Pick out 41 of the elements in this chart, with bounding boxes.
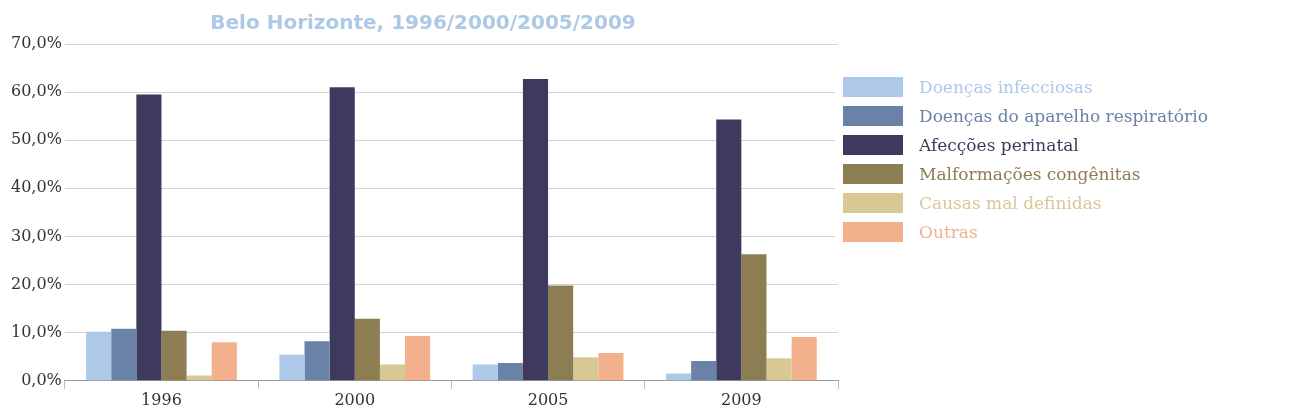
- bar: [304, 341, 330, 381]
- bar: [86, 331, 112, 381]
- y-tick-label: 30,0%: [11, 225, 62, 245]
- legend-label: Malformações congênitas: [919, 163, 1141, 184]
- bar: [766, 358, 792, 381]
- bar: [211, 342, 237, 381]
- legend-label: Afecções perinatal: [919, 134, 1079, 155]
- bar: [522, 79, 549, 381]
- bar: [472, 364, 498, 381]
- y-tick-label: 10,0%: [11, 321, 62, 341]
- bar: [573, 357, 599, 381]
- bar: [548, 285, 574, 381]
- bar: [741, 254, 767, 381]
- x-tick-label: 1996: [141, 389, 182, 409]
- x-tick-label: 2000: [334, 389, 376, 409]
- chart-title: Belo Horizonte, 1996/2000/2005/2009: [210, 10, 636, 35]
- bar: [136, 94, 162, 381]
- x-tick-label: 2009: [720, 389, 762, 409]
- y-tick-label: 70,0%: [11, 33, 62, 53]
- y-tick-label: 0,0%: [21, 369, 62, 389]
- y-tick-label: 60,0%: [11, 81, 62, 101]
- y-tick-label: 50,0%: [11, 129, 62, 149]
- legend-label: Causas mal definidas: [919, 192, 1102, 213]
- bar: [691, 361, 717, 381]
- legend-label: Doenças do aparelho respiratório: [919, 105, 1208, 126]
- bar: [329, 87, 355, 381]
- bar: [497, 363, 523, 381]
- bar: [791, 337, 817, 381]
- bar: [354, 318, 380, 381]
- legend-label: Doenças infecciosas: [919, 76, 1093, 97]
- bar: [379, 364, 406, 381]
- x-tick-label: 2005: [527, 389, 569, 409]
- bar: [598, 352, 624, 381]
- bar: [111, 328, 137, 381]
- bar: [279, 354, 305, 381]
- y-tick-label: 20,0%: [11, 273, 62, 293]
- legend-label: Outras: [919, 221, 978, 242]
- bar: [716, 119, 742, 381]
- y-tick-label: 40,0%: [11, 177, 62, 197]
- bar: [405, 336, 431, 381]
- bar: [161, 330, 187, 381]
